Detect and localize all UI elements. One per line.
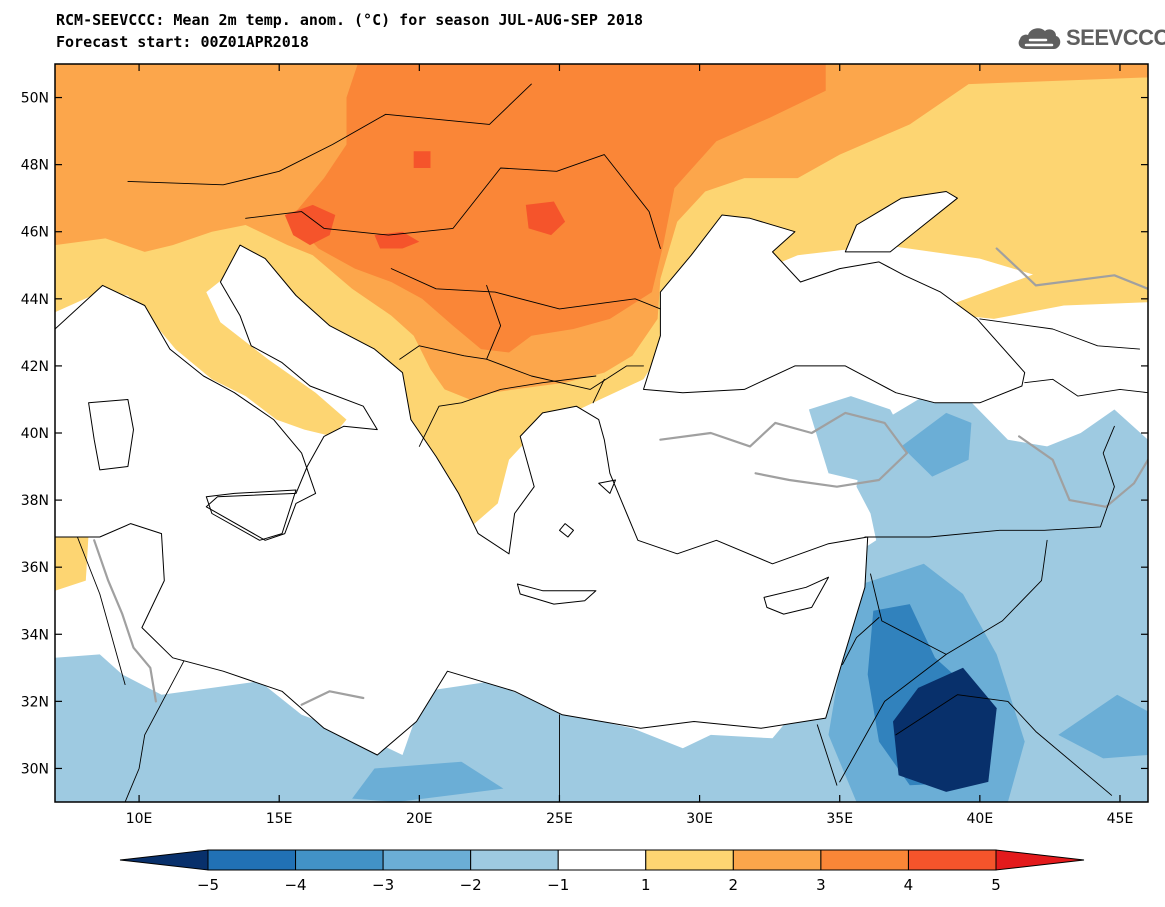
colorbar-low-extend bbox=[119, 849, 209, 871]
country-border bbox=[842, 617, 880, 665]
colorbar-bin bbox=[645, 849, 734, 871]
cloud-icon bbox=[1018, 28, 1061, 49]
colorbar-bin bbox=[907, 849, 997, 871]
x-tick-label: 20E bbox=[406, 811, 433, 827]
colorbar: −5 −4 −3 −2 −1 1 2 3 4 5 bbox=[119, 849, 1085, 894]
island-outline bbox=[763, 576, 829, 615]
x-tick-label: 30E bbox=[686, 811, 713, 827]
colorbar-bin bbox=[557, 849, 647, 871]
logo-text: SEEVCCC bbox=[1066, 25, 1165, 50]
x-tick-label: 25E bbox=[546, 811, 573, 827]
zero-contour-line bbox=[995, 247, 1148, 290]
country-border bbox=[839, 653, 947, 783]
country-border bbox=[816, 724, 838, 786]
colorbar-label: −4 bbox=[284, 876, 306, 894]
colorbar-label: 2 bbox=[729, 876, 739, 894]
island-outline bbox=[559, 523, 574, 538]
colorbar-label: −2 bbox=[460, 876, 482, 894]
y-tick-label: 42N bbox=[21, 359, 49, 375]
warm-anomaly-4-5-hungary bbox=[413, 151, 431, 168]
black-sea bbox=[643, 214, 1026, 404]
y-tick-label: 30N bbox=[21, 761, 49, 777]
country-border bbox=[592, 378, 605, 404]
colorbar-label: −3 bbox=[372, 876, 394, 894]
warm-anomaly-4-5-slovenia bbox=[284, 204, 336, 246]
warm-anomaly-3-4 bbox=[290, 64, 826, 353]
country-border bbox=[979, 318, 1141, 350]
warm-anomaly-4-5-romania bbox=[525, 201, 566, 236]
island-outline bbox=[205, 489, 297, 541]
cold-anomaly-libya-coast bbox=[195, 708, 319, 752]
x-tick-label: 45E bbox=[1107, 811, 1134, 827]
cold-anomaly-2-3-iraq bbox=[1058, 694, 1148, 759]
zero-contour-line bbox=[659, 411, 909, 488]
colorbar-bin bbox=[295, 849, 384, 871]
cold-anomaly-4-5 bbox=[893, 667, 997, 792]
colorbar-label: −1 bbox=[547, 876, 569, 894]
colorbar-label: 4 bbox=[904, 876, 914, 894]
colorbar-label: 5 bbox=[991, 876, 1001, 894]
zero-contour-line bbox=[1017, 435, 1148, 508]
colorbar-bin bbox=[732, 849, 822, 871]
country-border bbox=[486, 284, 502, 360]
country-border bbox=[399, 345, 644, 390]
y-tick-label: 50N bbox=[21, 91, 49, 107]
y-tick-label: 38N bbox=[21, 493, 49, 509]
sea-of-azov bbox=[844, 191, 958, 253]
seevccc-logo: SEEVCCC bbox=[1016, 20, 1165, 56]
cold-anomaly-2-3-libya bbox=[352, 761, 504, 802]
axis-ticks: 10E 15E 20E 25E 30E 35E 40E 45E 30N 32N 34N 36N 38N 4… bbox=[21, 64, 1148, 827]
island-outline bbox=[598, 479, 616, 494]
y-tick-label: 48N bbox=[21, 158, 49, 174]
x-tick-label: 15E bbox=[266, 811, 293, 827]
mediterranean-sea bbox=[55, 244, 869, 756]
y-tick-label: 40N bbox=[21, 426, 49, 442]
country-border bbox=[864, 425, 1115, 538]
country-border bbox=[76, 536, 126, 686]
country-border bbox=[870, 539, 1048, 655]
colorbar-label: −5 bbox=[197, 876, 219, 894]
x-tick-label: 35E bbox=[826, 811, 853, 827]
colorbar-high-extend bbox=[995, 849, 1085, 871]
island-outline bbox=[516, 583, 597, 605]
warm-anomaly-east bbox=[929, 248, 1148, 319]
y-tick-label: 34N bbox=[21, 627, 49, 643]
colorbar-bin bbox=[820, 849, 909, 871]
country-border bbox=[418, 375, 597, 447]
country-border bbox=[1024, 378, 1148, 397]
country-border bbox=[895, 694, 1113, 796]
country-border bbox=[245, 154, 661, 249]
cold-anomaly-2-3-turkey bbox=[901, 412, 972, 477]
island-outline bbox=[88, 399, 134, 471]
warm-anomaly-4-5-croatia bbox=[374, 231, 420, 249]
x-tick-label: 40E bbox=[967, 811, 994, 827]
country-border bbox=[390, 268, 661, 310]
country-border bbox=[124, 660, 185, 802]
zero-contour-line bbox=[300, 690, 365, 706]
y-tick-label: 32N bbox=[21, 694, 49, 710]
colorbar-label: 1 bbox=[641, 876, 651, 894]
colorbar-bin bbox=[470, 849, 559, 871]
colorbar-label: 3 bbox=[816, 876, 826, 894]
map-layers bbox=[55, 64, 1148, 802]
y-tick-label: 46N bbox=[21, 225, 49, 241]
colorbar-bin bbox=[382, 849, 472, 871]
y-tick-label: 44N bbox=[21, 292, 49, 308]
forecast-start-label: Forecast start: 00Z01APR2018 bbox=[56, 33, 309, 51]
zero-contour-line bbox=[93, 539, 157, 703]
colorbar-bin bbox=[207, 849, 297, 871]
x-tick-label: 10E bbox=[126, 811, 153, 827]
y-tick-label: 36N bbox=[21, 560, 49, 576]
warm-anomaly-tunisia bbox=[55, 533, 89, 591]
country-border bbox=[127, 83, 532, 186]
page-title: RCM-SEEVCCC: Mean 2m temp. anom. (°C) fo… bbox=[56, 11, 643, 29]
